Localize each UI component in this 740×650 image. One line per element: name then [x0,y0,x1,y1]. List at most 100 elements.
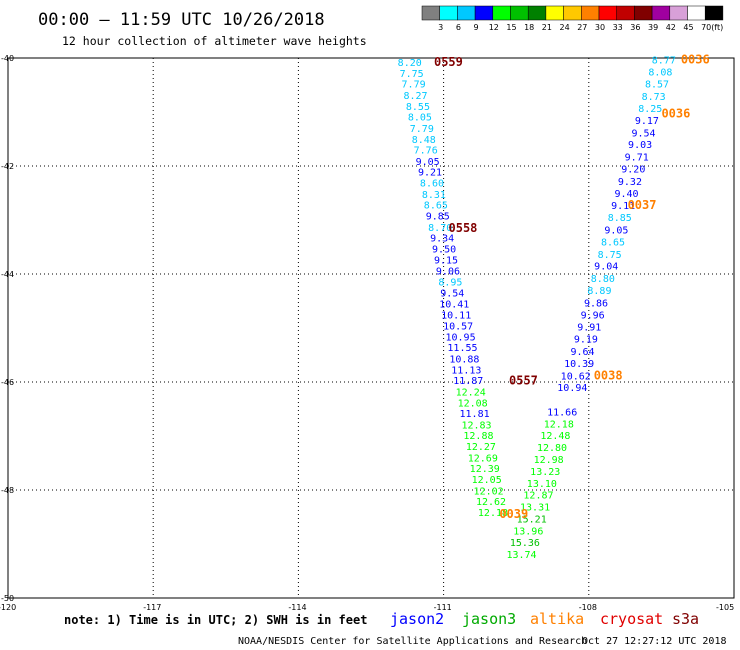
wave-height-value: 8.85 [608,213,632,224]
wave-height-value: 9.71 [625,153,649,164]
wave-height-value: 12.88 [463,431,493,442]
wave-height-value: 10.11 [441,310,471,321]
y-tick-label: -48 [1,486,14,495]
wave-height-value: 10.41 [439,299,469,310]
wave-height-value: 10.57 [443,322,473,333]
colorbar-label: 45 [683,23,693,32]
colorbar-label: 33 [613,23,623,32]
wave-height-value: 7.75 [400,69,424,80]
wave-height-value: 8.65 [601,237,625,248]
wave-height-value: 9.11 [611,201,635,212]
satellite-legend-item: jason2 [390,610,444,628]
x-tick-label: -108 [579,603,597,612]
x-tick-label: -105 [716,603,734,612]
wave-height-value: 10.95 [445,332,475,343]
colorbar-swatch [527,5,547,21]
wave-height-value: 8.05 [408,113,432,124]
wave-height-value: 12.18 [478,508,508,519]
wave-height-value: 9.05 [416,157,440,168]
colorbar-swatch [704,5,724,21]
wave-height-value: 9.05 [604,226,628,237]
wave-height-value: 9.54 [631,128,655,139]
colorbar-label: 9 [474,23,479,32]
wave-height-value: 12.27 [466,442,496,453]
wave-height-value: 9.86 [584,298,608,309]
footer-agency: NOAA/NESDIS Center for Satellite Applica… [238,636,587,647]
colorbar-label: 42 [666,23,676,32]
wave-height-value: 8.27 [403,91,427,102]
wave-height-value: 9.03 [628,140,652,151]
colorbar-swatch [510,5,529,21]
wave-height-value: 12.39 [470,464,500,475]
wave-height-value: 9.50 [432,244,456,255]
x-tick-label: -120 [0,603,16,612]
wave-height-value: 8.70 [428,223,452,234]
colorbar-label: 18 [524,23,534,32]
colorbar-swatch [439,5,458,21]
wave-height-value: 10.94 [557,383,587,394]
wave-height-value: 12.98 [534,455,564,466]
wave-height-value: 13.23 [530,467,560,478]
wave-height-value: 9.85 [426,211,450,222]
wave-height-value: 12.02 [474,486,504,497]
wave-height-value: 8.75 [598,250,622,261]
wave-height-value: 12.18 [544,419,574,430]
wave-height-value: 9.32 [618,177,642,188]
colorbar-swatch [457,5,476,21]
wave-height-value: 11.66 [547,407,577,418]
colorbar-swatch [669,5,688,21]
colorbar-label: 30 [595,23,605,32]
wave-height-value: 8.25 [638,104,662,115]
x-tick-label: -117 [143,603,161,612]
wave-height-value: 7.79 [402,80,426,91]
y-tick-label: -44 [1,270,14,279]
wave-height-value: 13.10 [527,479,557,490]
wave-height-value: 8.60 [420,179,444,190]
chart-subtitle: 12 hour collection of altimeter wave hei… [62,34,367,48]
colorbar-label: 39 [648,23,658,32]
wave-height-value: 10.62 [561,371,591,382]
wave-height-value: 11.87 [453,376,483,387]
wave-height-value: 11.81 [460,409,490,420]
wave-height-value: 9.54 [440,289,464,300]
pass-time-label: 0037 [628,198,657,212]
data-points: 8.207.757.798.278.558.057.798.487.769.05… [398,55,676,561]
wave-height-value: 8.95 [438,277,462,288]
satellite-legend-item: altika [530,610,584,628]
x-tick-label: -111 [434,603,452,612]
pass-time-label: 0559 [434,55,463,69]
pass-time-label: 0038 [594,368,623,382]
track-time-labels: 0559 0558 0557 0039 0036 0036 0037 0038 [434,52,710,521]
colorbar-label: 70 [701,23,711,32]
wave-height-value: 15.21 [517,514,547,525]
pass-time-label: 0039 [499,507,528,521]
wave-height-value: 8.48 [412,135,436,146]
colorbar-swatch [634,5,653,21]
colorbar-swatch [598,5,617,21]
wave-height-value: 9.91 [577,323,601,334]
wave-height-value: 9.40 [615,189,639,200]
pass-time-label: 0036 [661,106,690,120]
wave-height-value: 8.57 [645,80,669,91]
colorbar-label: 6 [456,23,461,32]
colorbar-label: 12 [489,23,499,32]
plot-grid [8,58,734,598]
axis-ticks: -120 -117 -114 -111 -108 -105 -50 -48 -46 -44 -42 -… [0,54,734,612]
colorbar-swatch [687,5,706,21]
wave-height-value: 8.20 [398,58,422,69]
wave-height-value: 9.20 [621,164,645,175]
wave-height-value: 9.06 [436,267,460,278]
colorbar-label: 24 [560,23,570,32]
wave-height-value: 8.80 [591,274,615,285]
colorbar-swatch [563,5,582,21]
wave-height-value: 10.39 [564,359,594,370]
wave-height-value: 11.13 [451,365,481,376]
note-text: note: 1) Time is in UTC; 2) SWH is in fe… [64,613,367,627]
pass-time-label: 0036 [681,52,710,66]
colorbar-label: 27 [577,23,587,32]
wave-height-value: 8.31 [422,190,446,201]
wave-height-value: 13.74 [506,550,536,561]
colorbar-label: 36 [630,23,640,32]
wave-height-value: 8.77 [652,55,676,66]
